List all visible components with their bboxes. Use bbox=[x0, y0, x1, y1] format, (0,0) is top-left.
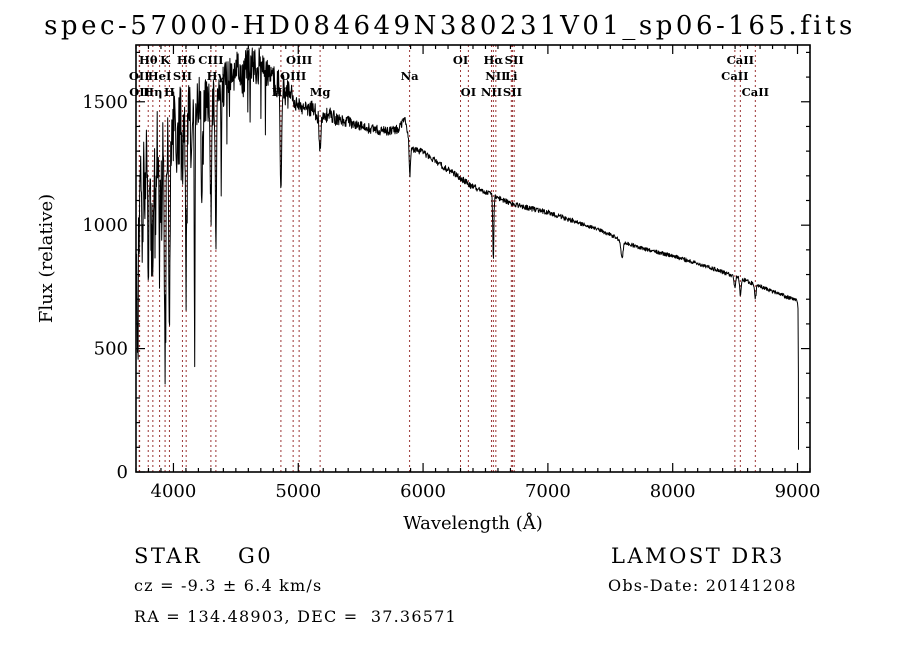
line-label-Li: Li bbox=[505, 69, 518, 83]
x-tick-label: 9000 bbox=[775, 481, 821, 502]
line-label-CaII: CaII bbox=[721, 69, 748, 83]
line-label-NII: NII bbox=[485, 69, 506, 83]
line-label-Mg: Mg bbox=[310, 85, 331, 99]
line-label-CIII: CIII bbox=[198, 53, 223, 67]
x-tick-label: 6000 bbox=[400, 481, 446, 502]
line-label-OI: OI bbox=[461, 85, 476, 99]
line-label-NII: NII bbox=[481, 85, 502, 99]
spectrum-curve bbox=[135, 47, 799, 450]
line-label-OII: OII bbox=[129, 85, 150, 99]
subclass-label: G0 bbox=[238, 544, 274, 568]
line-label-Hη: Hη bbox=[143, 85, 162, 99]
line-label-Na: Na bbox=[401, 69, 420, 83]
line-label-CaII: CaII bbox=[742, 85, 769, 99]
line-label-HeI: HeI bbox=[148, 69, 172, 83]
y-tick-label: 500 bbox=[94, 339, 128, 360]
line-label-SII: SII bbox=[503, 85, 522, 99]
line-label-Hγ: Hγ bbox=[207, 69, 226, 83]
line-label-K: K bbox=[160, 53, 171, 67]
x-tick-label: 5000 bbox=[275, 481, 321, 502]
plot-title: spec-57000-HD084649N380231V01_sp06-165.f… bbox=[44, 11, 856, 41]
line-label-Hδ: Hδ bbox=[177, 53, 196, 67]
line-label-Hθ: Hθ bbox=[139, 53, 158, 67]
coordinates-text: RA = 134.48903, DEC = 37.36571 bbox=[134, 607, 457, 626]
x-axis-title: Wavelength (Å) bbox=[403, 512, 543, 534]
line-label-Hα: Hα bbox=[483, 53, 503, 67]
line-label-SII: SII bbox=[173, 69, 192, 83]
line-label-CaII: CaII bbox=[727, 53, 754, 67]
y-tick-label: 1500 bbox=[82, 92, 128, 113]
x-tick-label: 7000 bbox=[525, 481, 571, 502]
object-class-label: STAR bbox=[134, 544, 203, 568]
x-tick-label: 4000 bbox=[151, 481, 197, 502]
line-label-OIII: OIII bbox=[286, 53, 312, 67]
y-tick-label: 0 bbox=[117, 462, 128, 483]
line-label-OII: OII bbox=[129, 69, 150, 83]
y-tick-label: 1000 bbox=[82, 215, 128, 236]
line-label-SII: SII bbox=[505, 53, 524, 67]
y-axis-title: Flux (relative) bbox=[36, 194, 57, 323]
plot-border bbox=[135, 44, 811, 473]
line-label-OIII: OIII bbox=[280, 69, 306, 83]
line-label-H: H bbox=[164, 85, 175, 99]
obs-date-text: Obs-Date: 20141208 bbox=[608, 576, 797, 595]
survey-label: LAMOST DR3 bbox=[611, 544, 785, 568]
x-tick-label: 8000 bbox=[650, 481, 696, 502]
line-label-OI: OI bbox=[453, 53, 468, 67]
velocity-text: cz = -9.3 ± 6.4 km/s bbox=[134, 576, 323, 595]
